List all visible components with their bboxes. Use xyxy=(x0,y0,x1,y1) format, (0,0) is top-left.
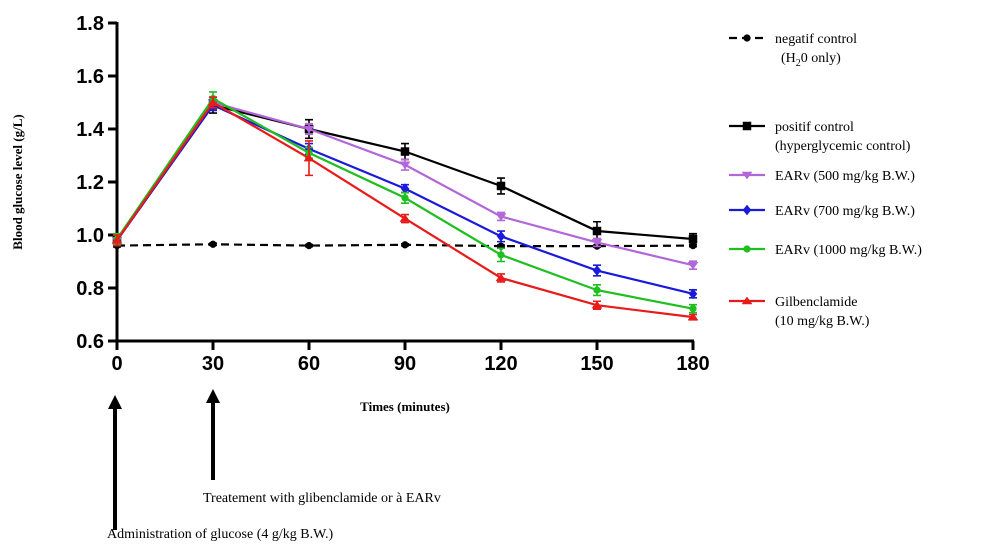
y-tick-label: 1.0 xyxy=(76,225,104,247)
x-tick-label: 120 xyxy=(484,353,517,375)
legend-swatch-marker xyxy=(743,245,751,253)
data-point xyxy=(591,300,603,309)
x-tick-label: 0 xyxy=(111,353,122,375)
y-tick-label: 1.8 xyxy=(76,13,104,35)
data-point xyxy=(400,147,410,156)
y-tick-label: 1.2 xyxy=(76,172,104,194)
legend: negatif control (H20 only) positif control… xyxy=(729,32,922,329)
y-tick-label: 0.6 xyxy=(76,331,104,353)
data-point xyxy=(687,312,699,321)
legend-swatch-marker xyxy=(741,296,753,305)
legend-label-line2: (H20 only) xyxy=(781,51,841,69)
x-tick-label: 150 xyxy=(580,353,613,375)
y-tick-label: 1.4 xyxy=(76,119,105,141)
data-point xyxy=(496,181,506,191)
annotation-text: Treatement with glibenclamide or à EARv xyxy=(203,491,441,506)
data-point xyxy=(591,239,603,247)
data-point xyxy=(111,235,123,244)
data-point xyxy=(688,234,698,244)
annotation-1: Administration of glucose (4 g/kg B.W.) xyxy=(107,395,334,542)
legend-label: EARv (700 mg/kg B.W.) xyxy=(775,204,915,219)
x-tick-label: 180 xyxy=(676,353,709,375)
data-point xyxy=(688,288,698,300)
data-point xyxy=(495,213,507,221)
legend-item-6: Gilbenclamide (10 mg/kg B.W.) xyxy=(729,295,870,329)
legend-label: EARv (1000 mg/kg B.W.) xyxy=(775,243,922,258)
data-point xyxy=(399,214,411,222)
y-ticks-group: 0.6 0.8 1.0 1.2 1.4 1.6 1.8 xyxy=(76,13,117,353)
axes-group xyxy=(115,22,694,343)
data-point xyxy=(593,286,601,294)
legend-swatch-marker xyxy=(742,121,752,131)
data-point xyxy=(401,194,409,202)
legend-label: EARv (500 mg/kg B.W.) xyxy=(775,169,915,184)
data-point xyxy=(497,251,505,259)
data-point xyxy=(303,125,315,134)
data-point xyxy=(496,230,506,242)
data-point xyxy=(592,226,602,236)
data-point xyxy=(399,161,411,170)
data-point xyxy=(209,240,217,248)
series-5 xyxy=(113,91,697,314)
y-axis-title: Blood glucose level (g/L) xyxy=(10,114,25,249)
annotation-arrow-head xyxy=(108,395,122,409)
annotation-arrow-head xyxy=(206,389,220,403)
series-line xyxy=(116,101,694,319)
x-tick-label: 30 xyxy=(202,353,224,375)
legend-item-4: EARv (700 mg/kg B.W.) xyxy=(729,204,915,219)
legend-item-2: positif control (hyperglycemic control) xyxy=(729,120,911,154)
legend-swatch-marker xyxy=(741,171,753,180)
data-point xyxy=(303,153,315,162)
legend-label-line2: (hyperglycemic control) xyxy=(775,139,911,154)
x-tick-label: 90 xyxy=(394,353,416,375)
legend-item-5: EARv (1000 mg/kg B.W.) xyxy=(729,243,922,258)
legend-label: negatif control xyxy=(775,32,857,47)
legend-label: positif control xyxy=(775,120,854,135)
legend-swatch-marker xyxy=(743,34,751,42)
y-tick-label: 1.6 xyxy=(76,66,104,88)
x-tick-label: 60 xyxy=(298,353,320,375)
legend-label-line2: (10 mg/kg B.W.) xyxy=(775,314,870,329)
annotations-group: Administration of glucose (4 g/kg B.W.) T… xyxy=(107,389,441,542)
x-axis-title: Times (minutes) xyxy=(360,399,450,414)
data-point xyxy=(305,241,313,250)
y-tick-label: 0.8 xyxy=(76,278,104,300)
data-point xyxy=(495,273,507,282)
data-point xyxy=(689,305,697,313)
data-point xyxy=(687,261,699,270)
series-group xyxy=(111,91,699,321)
legend-item-3: EARv (500 mg/kg B.W.) xyxy=(729,169,915,184)
data-point xyxy=(592,265,602,276)
legend-swatch-marker xyxy=(742,204,752,216)
annotation-2: Treatement with glibenclamide or à EARv xyxy=(203,389,441,506)
data-point xyxy=(401,241,409,249)
legend-label: Gilbenclamide xyxy=(775,295,857,310)
data-point xyxy=(207,98,219,106)
series-6 xyxy=(111,96,699,321)
x-ticks-group: 0 30 60 90 120 150 180 xyxy=(111,341,710,375)
annotation-text: Administration of glucose (4 g/kg B.W.) xyxy=(107,527,334,542)
legend-item-1: negatif control (H20 only) xyxy=(729,32,857,69)
